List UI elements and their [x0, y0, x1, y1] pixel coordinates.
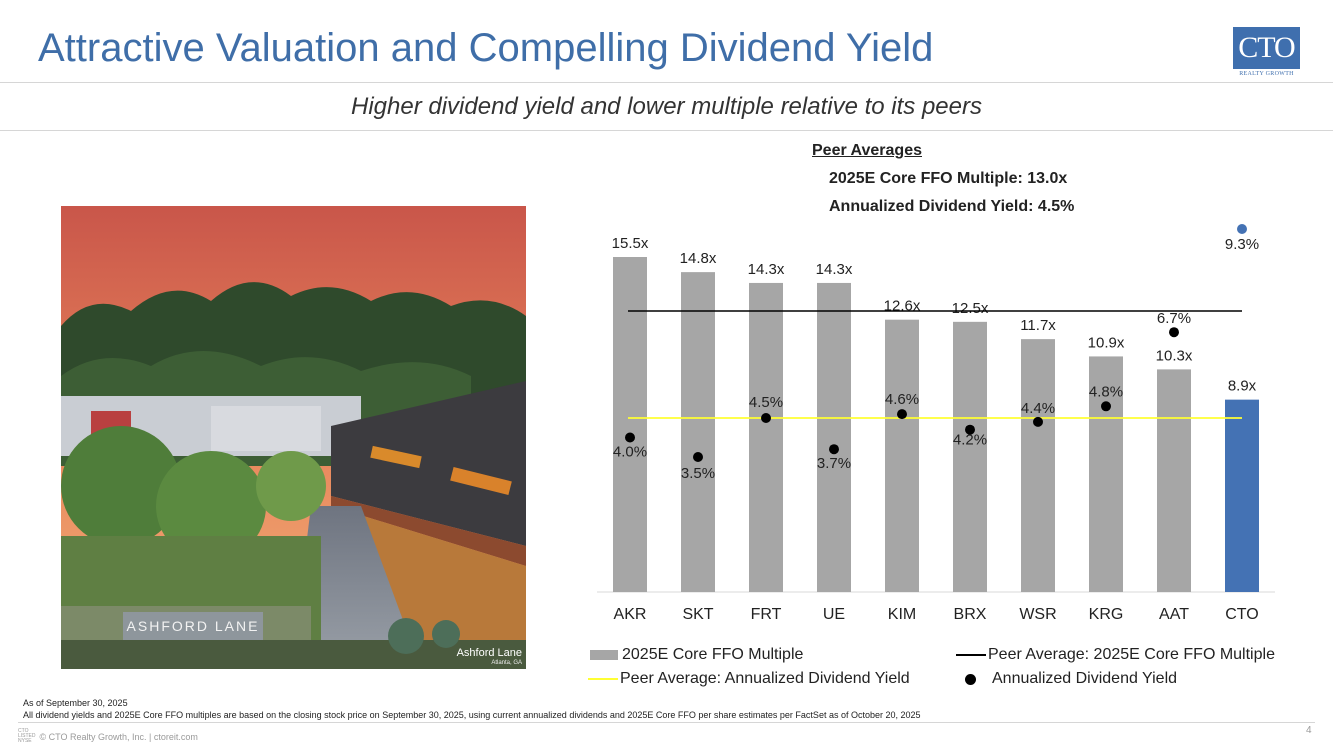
- peer-average-yield: Annualized Dividend Yield: 4.5%: [829, 198, 1075, 215]
- x-tick-cto: CTO: [1225, 606, 1258, 623]
- yield-label-cto: 9.3%: [1225, 236, 1259, 253]
- footer-logo-line: NYSE: [18, 738, 32, 744]
- bar-wsr: [1021, 339, 1055, 592]
- bar-cto: [1225, 399, 1259, 592]
- page-subtitle: Higher dividend yield and lower multiple…: [351, 93, 982, 120]
- bar-aat: [1157, 369, 1191, 592]
- yield-dot-krg: [1101, 401, 1111, 412]
- yield-label-kim: 4.6%: [885, 391, 919, 408]
- bar-label-ue: 14.3x: [816, 261, 853, 278]
- x-tick-kim: KIM: [888, 606, 916, 623]
- x-tick-brx: BRX: [954, 606, 987, 623]
- ashford-lane-sign: ASHFORD LANE: [127, 618, 260, 634]
- yield-label-krg: 4.8%: [1089, 383, 1123, 400]
- bar-akr: [613, 257, 647, 592]
- photo-caption: Ashford Lane: [456, 647, 522, 659]
- page-title: Attractive Valuation and Compelling Divi…: [38, 26, 934, 70]
- footer-logo-line: CTO: [18, 728, 29, 734]
- yield-label-frt: 4.5%: [749, 394, 783, 411]
- bar-krg: [1089, 356, 1123, 592]
- x-tick-krg: KRG: [1089, 606, 1124, 623]
- x-tick-akr: AKR: [614, 606, 647, 623]
- yield-dot-akr: [625, 432, 635, 443]
- yield-label-ue: 3.7%: [817, 455, 851, 472]
- footer-logo-line: LISTED: [18, 733, 36, 739]
- page-number: 4: [1306, 725, 1312, 736]
- yield-dot-wsr: [1033, 416, 1043, 427]
- legend-dividend-yield: Annualized Dividend Yield: [959, 670, 1177, 688]
- bar-label-cto: 8.9x: [1228, 378, 1257, 395]
- yield-dot-skt: [693, 452, 703, 462]
- title-divider: [0, 82, 1333, 83]
- footnote-date: As of September 30, 2025: [23, 698, 128, 708]
- legend-peer-avg-multiple-label: Peer Average: 2025E Core FFO Multiple: [988, 646, 1275, 663]
- logo-mark: CTO: [1233, 27, 1300, 69]
- legend-bar-swatch: [590, 650, 618, 660]
- bar-label-kim: 12.6x: [884, 298, 921, 315]
- x-tick-frt: FRT: [751, 606, 782, 623]
- bar-kim: [885, 319, 919, 592]
- bar-label-krg: 10.9x: [1088, 334, 1125, 351]
- x-tick-wsr: WSR: [1019, 606, 1056, 623]
- legend-peer-avg-yield: Peer Average: Annualized Dividend Yield: [588, 670, 910, 688]
- bar-label-frt: 14.3x: [748, 261, 785, 278]
- property-photo: ASHFORD LANE Ashford Lane Atlanta, GA: [61, 206, 526, 669]
- legend-dividend-yield-label: Annualized Dividend Yield: [992, 670, 1178, 687]
- yield-dot-cto: [1237, 224, 1247, 234]
- bar-label-brx: 12.5x: [952, 300, 989, 317]
- x-tick-ue: UE: [823, 606, 845, 623]
- yield-label-akr: 4.0%: [613, 444, 647, 461]
- bar-label-akr: 15.5x: [612, 235, 649, 252]
- bar-ue: [817, 282, 851, 592]
- legend-yellow-line-swatch: [588, 678, 618, 680]
- legend-black-line-swatch: [956, 654, 986, 656]
- bar-label-aat: 10.3x: [1156, 347, 1193, 364]
- logo-subtext: REALTY GROWTH: [1239, 71, 1294, 77]
- legend-ffo-multiple: 2025E Core FFO Multiple: [590, 646, 803, 664]
- cto-logo: CTO REALTY GROWTH: [1233, 27, 1300, 77]
- footer: CTO LISTED NYSE © CTO Realty Growth, Inc…: [18, 729, 198, 744]
- yield-dot-ue: [829, 444, 839, 455]
- footer-copyright: © CTO Realty Growth, Inc. | ctoreit.com: [39, 731, 198, 742]
- legend-peer-avg-yield-label: Peer Average: Annualized Dividend Yield: [620, 670, 910, 687]
- x-tick-aat: AAT: [1159, 606, 1189, 623]
- yield-label-aat: 6.7%: [1157, 310, 1191, 327]
- legend-peer-avg-multiple: Peer Average: 2025E Core FFO Multiple: [956, 646, 1275, 664]
- bar-brx: [953, 321, 987, 592]
- legend-ffo-multiple-label: 2025E Core FFO Multiple: [622, 646, 804, 663]
- bar-skt: [681, 272, 715, 592]
- yield-label-wsr: 4.4%: [1021, 400, 1055, 417]
- footnote-methodology: All dividend yields and 2025E Core FFO m…: [23, 710, 921, 720]
- ashford-lane-illustration: ASHFORD LANE: [61, 206, 526, 669]
- bar-frt: [749, 282, 783, 592]
- yield-label-brx: 4.2%: [953, 432, 987, 449]
- photo-location: Atlanta, GA: [491, 660, 522, 666]
- x-tick-skt: SKT: [682, 606, 713, 623]
- peer-averages-heading: Peer Averages: [812, 142, 922, 159]
- bar-label-skt: 14.8x: [680, 250, 717, 267]
- bar-label-wsr: 11.7x: [1020, 317, 1056, 334]
- peer-average-multiple: 2025E Core FFO Multiple: 13.0x: [829, 170, 1068, 187]
- footer-logo: CTO LISTED NYSE: [18, 729, 36, 744]
- subtitle-divider: [0, 130, 1333, 131]
- yield-dot-frt: [761, 413, 771, 423]
- legend-dot-swatch: [965, 673, 976, 685]
- footer-divider: [18, 722, 1315, 723]
- yield-dot-brx: [965, 424, 975, 435]
- yield-label-skt: 3.5%: [681, 465, 715, 482]
- yield-dot-kim: [897, 409, 907, 420]
- yield-dot-aat: [1169, 327, 1179, 338]
